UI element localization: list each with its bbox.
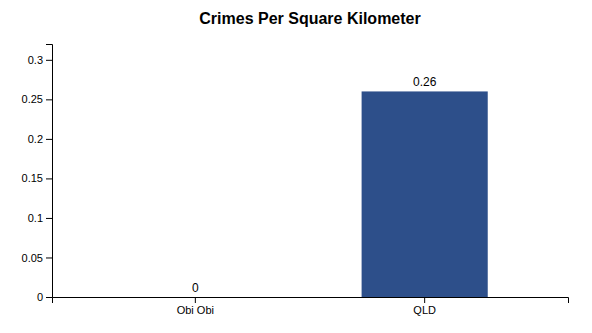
y-tick-mark [46, 139, 52, 140]
x-tick-label: Obi Obi [177, 304, 214, 316]
data-labels: 00.26 [192, 75, 437, 295]
bar [132, 297, 258, 298]
x-tick-mark [424, 297, 425, 303]
y-tick-label: 0.2 [28, 133, 43, 145]
y-tick-label: 0.3 [28, 54, 43, 66]
y-tick-mark [46, 60, 52, 61]
plot-area: 00.050.10.150.20.250.3Obi ObiQLD00.26 [22, 45, 569, 316]
y-tick-mark [46, 257, 52, 258]
title: Crimes Per Square Kilometer [199, 10, 420, 27]
x-tick-mark [195, 297, 196, 303]
x-tick: QLD [413, 297, 436, 316]
x-axis-line [53, 298, 569, 304]
y-tick: 0.2 [28, 133, 52, 145]
y-axis-line [46, 45, 53, 298]
data-label: 0.26 [413, 75, 437, 89]
y-tick-label: 0.25 [22, 93, 43, 105]
y-tick-mark [46, 178, 52, 179]
data-label: 0 [192, 281, 199, 295]
y-tick-label: 0.15 [22, 172, 43, 184]
bar [362, 91, 488, 297]
y-tick: 0.3 [28, 54, 52, 66]
chart: 00.050.10.150.20.250.3Obi ObiQLD00.26Cri… [0, 0, 592, 333]
y-tick: 0.1 [28, 212, 52, 224]
x-tick: Obi Obi [177, 297, 214, 316]
bars [362, 91, 488, 297]
y-tick-mark [46, 218, 52, 219]
y-tick: 0 [37, 291, 52, 303]
y-tick: 0.05 [22, 251, 52, 263]
y-tick-mark [46, 99, 52, 100]
y-axis: 0 0.05 0.1 0.15 0.2 0.25 0.3 [22, 45, 53, 304]
y-tick-mark [46, 297, 52, 298]
x-tick-label: QLD [413, 304, 436, 316]
y-tick-label: 0 [37, 291, 43, 303]
y-tick-label: 0.1 [28, 212, 43, 224]
y-tick: 0.15 [22, 172, 52, 184]
y-tick-label: 0.05 [22, 251, 43, 263]
y-tick: 0.25 [22, 93, 52, 105]
x-axis: Obi Obi QLD [53, 297, 569, 316]
